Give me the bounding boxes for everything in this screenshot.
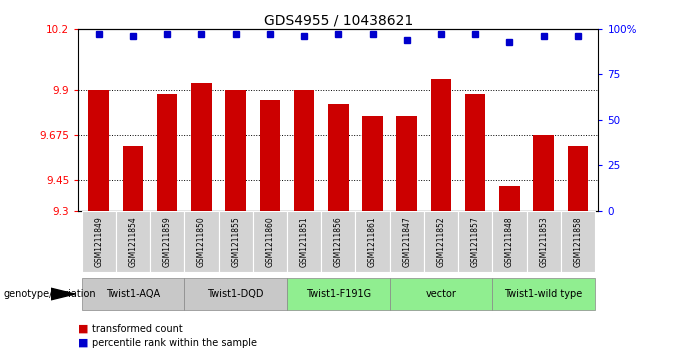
Text: genotype/variation: genotype/variation <box>3 289 96 299</box>
Text: GSM1211855: GSM1211855 <box>231 216 240 267</box>
Text: GSM1211860: GSM1211860 <box>265 216 274 267</box>
Bar <box>157 94 177 211</box>
Bar <box>294 90 314 211</box>
Text: GSM1211847: GSM1211847 <box>403 216 411 267</box>
Title: GDS4955 / 10438621: GDS4955 / 10438621 <box>264 14 413 28</box>
Bar <box>321 211 356 272</box>
Bar <box>499 186 520 211</box>
Bar <box>218 211 253 272</box>
Bar <box>390 278 492 310</box>
Text: GSM1211853: GSM1211853 <box>539 216 548 267</box>
Bar <box>287 278 390 310</box>
Bar <box>465 94 486 211</box>
Text: ■: ■ <box>78 323 88 334</box>
Text: transformed count: transformed count <box>92 323 182 334</box>
Bar <box>424 211 458 272</box>
Bar <box>150 211 184 272</box>
Text: vector: vector <box>426 289 456 299</box>
Text: GSM1211852: GSM1211852 <box>437 216 445 267</box>
Text: GSM1211861: GSM1211861 <box>368 216 377 267</box>
Bar <box>122 146 143 211</box>
Text: percentile rank within the sample: percentile rank within the sample <box>92 338 257 348</box>
Bar <box>492 278 595 310</box>
Bar <box>328 104 349 211</box>
Bar <box>184 211 218 272</box>
Bar <box>184 278 287 310</box>
Text: Twist1-AQA: Twist1-AQA <box>106 289 160 299</box>
Bar <box>492 211 526 272</box>
Polygon shape <box>51 288 75 300</box>
Text: GSM1211851: GSM1211851 <box>300 216 309 267</box>
Text: GSM1211859: GSM1211859 <box>163 216 171 267</box>
Bar <box>82 211 116 272</box>
Bar <box>356 211 390 272</box>
Bar <box>116 211 150 272</box>
Text: ■: ■ <box>78 338 88 348</box>
Text: GSM1211858: GSM1211858 <box>573 216 582 267</box>
Text: GSM1211854: GSM1211854 <box>129 216 137 267</box>
Text: Twist1-DQD: Twist1-DQD <box>207 289 264 299</box>
Bar <box>260 99 280 211</box>
Text: Twist1-F191G: Twist1-F191G <box>306 289 371 299</box>
Bar <box>390 211 424 272</box>
Bar <box>287 211 321 272</box>
Bar <box>396 116 417 211</box>
Bar <box>362 116 383 211</box>
Bar <box>430 79 452 211</box>
Bar <box>225 90 246 211</box>
Text: GSM1211857: GSM1211857 <box>471 216 479 267</box>
Bar <box>82 278 184 310</box>
Text: GSM1211848: GSM1211848 <box>505 216 514 267</box>
Text: Twist1-wild type: Twist1-wild type <box>505 289 583 299</box>
Text: GSM1211849: GSM1211849 <box>95 216 103 267</box>
Text: GSM1211856: GSM1211856 <box>334 216 343 267</box>
Text: GSM1211850: GSM1211850 <box>197 216 206 267</box>
Bar <box>191 83 211 211</box>
Bar <box>526 211 561 272</box>
Bar <box>88 90 109 211</box>
Bar <box>458 211 492 272</box>
Bar <box>568 146 588 211</box>
Bar <box>533 135 554 211</box>
Bar <box>561 211 595 272</box>
Bar <box>253 211 287 272</box>
